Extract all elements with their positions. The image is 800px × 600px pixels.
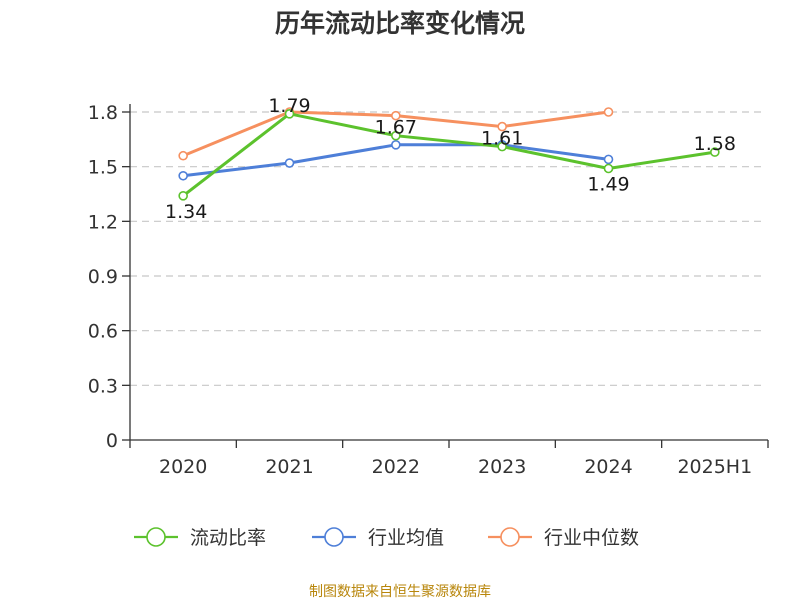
- series-point: [497, 141, 507, 152]
- x-tick-label: 2025H1: [677, 456, 752, 478]
- series-point: [391, 140, 401, 150]
- axes: 0 0.3 0.6 0.9 1.2 1.5 1.8 2020 2021 2022 2023 2024 2…: [88, 102, 769, 478]
- chart-title: 历年流动比率变化情况: [275, 9, 525, 38]
- data-label: 1.67: [375, 117, 417, 139]
- legend-swatch-marker: [324, 527, 344, 547]
- series-point: [603, 154, 614, 165]
- series-point: [178, 170, 188, 181]
- y-tick-label: 1.8: [88, 102, 118, 124]
- x-tick-label: 2020: [159, 456, 207, 478]
- y-tick-label: 0: [106, 430, 118, 452]
- x-tick-label: 2021: [265, 456, 313, 478]
- legend-swatch-marker: [500, 527, 520, 547]
- data-label: 1.58: [694, 133, 736, 155]
- data-label: 1.61: [481, 128, 523, 150]
- y-tick-label: 0.6: [88, 321, 118, 343]
- series-point: [178, 191, 188, 201]
- y-tick-label: 1.2: [88, 211, 118, 233]
- source-note: 制图数据来自恒生聚源数据库: [309, 584, 491, 600]
- data-label: 1.49: [587, 173, 629, 195]
- series-point: [284, 109, 295, 119]
- series-lines: [178, 107, 720, 201]
- data-labels: 1.34 1.79 1.67 1.61 1.49 1.58: [165, 95, 736, 223]
- series-point: [178, 150, 188, 161]
- grid-lines: [130, 111, 762, 386]
- series-line: [182, 112, 716, 198]
- x-tick-label: 2024: [584, 456, 632, 478]
- data-label: 1.79: [268, 95, 310, 117]
- legend-label: 行业均值: [368, 527, 444, 549]
- series-point: [391, 110, 401, 121]
- series-point: [710, 147, 720, 157]
- legend-label: 流动比率: [190, 527, 266, 549]
- legend: 流动比率 行业均值 行业中位数: [134, 527, 639, 549]
- legend-label: 行业中位数: [544, 527, 639, 549]
- x-tick-label: 2023: [478, 456, 526, 478]
- y-tick-label: 1.5: [88, 157, 118, 179]
- series-point: [497, 121, 507, 132]
- x-tick-label: 2022: [372, 456, 420, 478]
- series-point: [603, 163, 614, 174]
- y-tick-label: 0.9: [88, 266, 118, 288]
- y-tick-label: 0.3: [88, 375, 118, 397]
- series-point: [603, 107, 614, 117]
- data-label: 1.34: [165, 201, 207, 223]
- series-point: [391, 130, 401, 141]
- series-point: [284, 158, 295, 168]
- legend-swatch-marker: [146, 527, 166, 547]
